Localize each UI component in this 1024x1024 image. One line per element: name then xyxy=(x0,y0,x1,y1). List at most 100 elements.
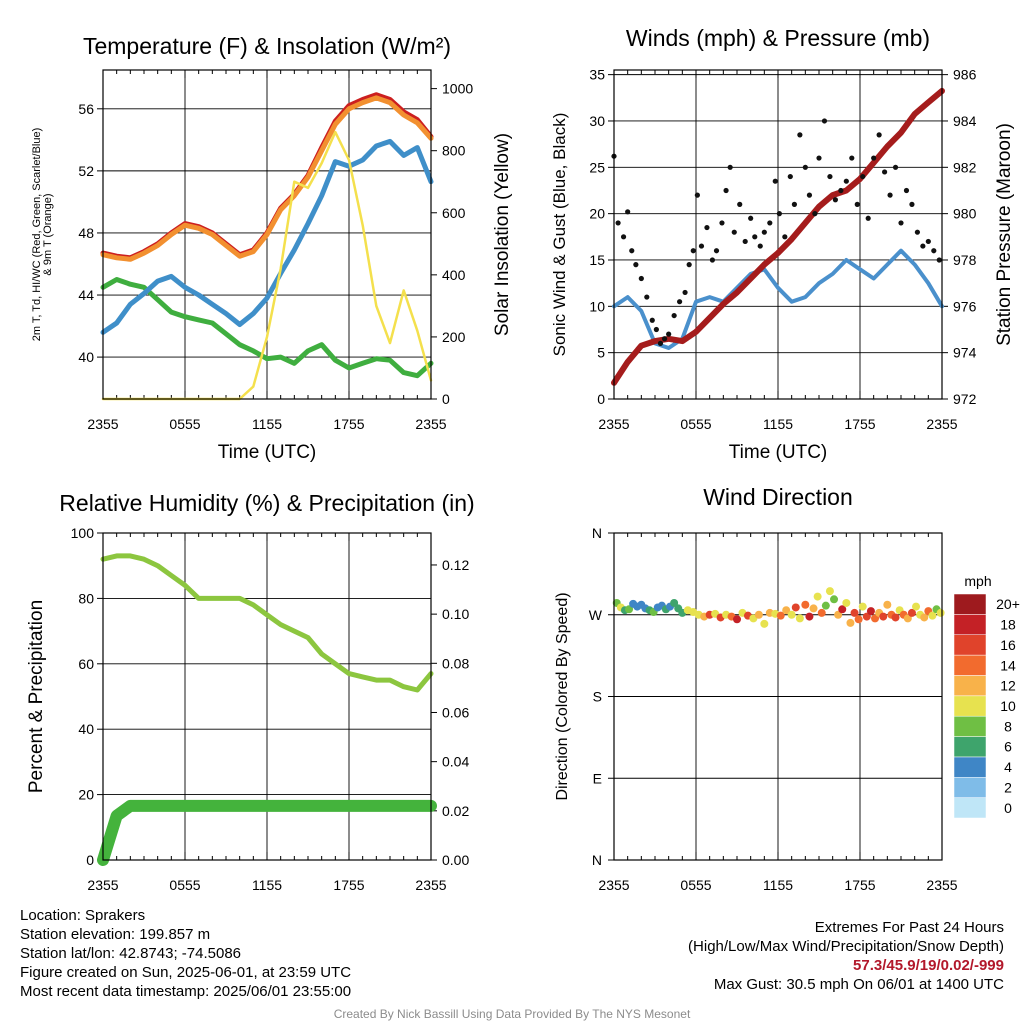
gust-point xyxy=(690,248,696,254)
direction-point xyxy=(809,604,818,613)
gust-point xyxy=(903,187,910,194)
colorbar-label: 0 xyxy=(1004,800,1012,816)
gust-point xyxy=(865,215,871,221)
gust-point xyxy=(914,229,921,235)
gust-point xyxy=(615,220,621,226)
gust-point xyxy=(838,187,844,194)
y-tick-label: 60 xyxy=(78,656,94,672)
y-right-tick-label: 0.00 xyxy=(442,852,469,868)
panel-4: Wind Direction 2355 0555 1155 1755 2355 N E S W N D… xyxy=(554,484,958,893)
x-tick-label: 1755 xyxy=(844,877,875,893)
gust-point xyxy=(936,257,942,263)
x-tick-label: 2355 xyxy=(415,416,446,432)
gust-point xyxy=(661,336,668,342)
direction-point xyxy=(625,605,634,614)
gust-point xyxy=(737,201,743,207)
station-info: Location: Sprakers Station elevation: 19… xyxy=(20,906,351,1001)
direction-point xyxy=(791,603,800,612)
gust-point xyxy=(649,317,655,323)
plot-border xyxy=(613,69,943,400)
gust-point xyxy=(849,155,855,161)
direction-point xyxy=(825,587,834,596)
y-tick-label: E xyxy=(593,770,602,786)
y-tick-label: 25 xyxy=(589,159,605,175)
gust-point xyxy=(682,289,688,296)
colorbar-title: mph xyxy=(964,573,991,589)
gust-point xyxy=(761,229,767,235)
gust-point xyxy=(787,173,793,180)
direction-point xyxy=(795,614,804,623)
speed-colorbar: mph 0 2 4 6 8 10 12 14 16 18 20+ xyxy=(953,573,1020,819)
direction-point xyxy=(842,598,851,607)
y-tick-label: 10 xyxy=(589,298,605,314)
y-right-tick-label: 0.12 xyxy=(442,557,469,573)
direction-point xyxy=(907,608,916,617)
gust-point xyxy=(686,262,692,268)
extremes-info: Extremes For Past 24 Hours (High/Low/Max… xyxy=(688,918,1004,994)
y-right-tick-label: 0.02 xyxy=(442,803,469,819)
extremes-heading: Extremes For Past 24 Hours xyxy=(814,919,1004,936)
gust-point xyxy=(633,262,639,268)
gust-point xyxy=(748,215,754,221)
direction-point xyxy=(903,614,912,623)
credit-line: Created By Nick Bassill Using Data Provi… xyxy=(333,1007,691,1021)
y-tick-label: 40 xyxy=(78,349,94,365)
y-right-axis-label: Station Pressure (Maroon) xyxy=(994,123,1015,346)
gust-point xyxy=(776,211,782,217)
y-tick-label: 20 xyxy=(78,787,94,803)
colorbar-label: 2 xyxy=(1004,779,1012,795)
panel-2: Winds (mph) & Pressure (mb) 2355 0555 1155 1… xyxy=(550,25,1015,463)
gust-point xyxy=(698,243,705,249)
y-tick-label: 56 xyxy=(78,101,94,117)
series-9m-t xyxy=(100,95,434,262)
colorbar-swatch xyxy=(953,614,987,635)
gust-point xyxy=(892,164,899,170)
y-tick-label: 44 xyxy=(78,287,94,303)
x-tick-label: 2355 xyxy=(926,416,957,432)
direction-point xyxy=(805,612,814,621)
y-tick-label: 35 xyxy=(589,67,605,83)
gust-point xyxy=(782,234,788,240)
direction-point xyxy=(787,610,796,619)
y-right-tick-label: 400 xyxy=(442,267,466,283)
colorbar-swatch xyxy=(953,715,987,737)
direction-point xyxy=(834,610,843,619)
station-location: Location: Sprakers xyxy=(20,907,146,924)
gust-point xyxy=(625,209,631,215)
gust-point xyxy=(671,312,677,319)
x-tick-label: 1755 xyxy=(333,877,364,893)
gust-point xyxy=(657,340,664,346)
colorbar-label: 12 xyxy=(1000,678,1016,694)
direction-point xyxy=(846,618,855,627)
colorbar-swatch xyxy=(953,675,987,697)
gust-point xyxy=(752,234,758,240)
y-tick-label: N xyxy=(592,525,602,541)
series-precipitation xyxy=(97,799,437,866)
x-tick-label: 1755 xyxy=(333,416,364,432)
direction-point xyxy=(883,600,892,609)
x-tick-label: 2355 xyxy=(87,877,118,893)
direction-point xyxy=(912,602,921,611)
gust-point xyxy=(723,187,729,194)
y-right-tick-label: 978 xyxy=(953,252,977,268)
y-axis-label: Sonic Wind & Gust (Blue, Black) xyxy=(550,113,569,357)
x-axis-label: Time (UTC) xyxy=(729,442,828,463)
direction-point xyxy=(850,608,859,617)
gust-point xyxy=(821,118,828,124)
gust-point xyxy=(653,326,659,333)
colorbar-label: 18 xyxy=(1000,617,1016,633)
plot-border xyxy=(102,532,432,861)
direction-point xyxy=(871,614,880,623)
gust-point xyxy=(876,132,882,138)
direction-point xyxy=(754,610,763,619)
direction-point xyxy=(879,612,888,621)
panel-title: Temperature (F) & Insolation (W/m²) xyxy=(83,33,451,59)
y-right-tick-label: 0.08 xyxy=(442,655,469,671)
y-tick-label: 100 xyxy=(71,525,95,541)
gust-point xyxy=(713,248,720,254)
y-tick-label: N xyxy=(592,852,602,868)
x-tick-label: 1155 xyxy=(763,416,793,432)
series-hi-wc xyxy=(100,138,434,335)
gust-point xyxy=(742,238,748,245)
y-tick-label: 0 xyxy=(597,391,605,407)
